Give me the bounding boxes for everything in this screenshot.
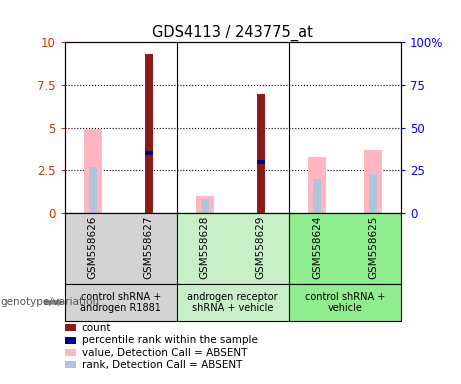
- Text: genotype/variation: genotype/variation: [0, 297, 100, 308]
- Bar: [289, 284, 401, 321]
- Text: GSM558624: GSM558624: [312, 216, 322, 279]
- Text: rank, Detection Call = ABSENT: rank, Detection Call = ABSENT: [82, 360, 242, 370]
- Bar: [289, 213, 401, 284]
- Text: count: count: [82, 323, 111, 333]
- Text: GSM558628: GSM558628: [200, 216, 210, 279]
- Bar: [369, 174, 377, 213]
- Text: percentile rank within the sample: percentile rank within the sample: [82, 335, 258, 345]
- Bar: [83, 129, 101, 213]
- Text: GSM558625: GSM558625: [368, 216, 378, 279]
- Text: androgen receptor
shRNA + vehicle: androgen receptor shRNA + vehicle: [188, 291, 278, 313]
- Bar: [364, 150, 382, 213]
- Text: control shRNA +
vehicle: control shRNA + vehicle: [305, 291, 385, 313]
- Text: control shRNA +
androgen R1881: control shRNA + androgen R1881: [80, 291, 161, 313]
- Bar: [257, 164, 265, 213]
- Bar: [177, 284, 289, 321]
- Bar: [145, 54, 153, 213]
- Bar: [257, 94, 265, 213]
- Text: value, Detection Call = ABSENT: value, Detection Call = ABSENT: [82, 348, 247, 358]
- Text: GSM558629: GSM558629: [256, 216, 266, 279]
- Bar: [89, 167, 96, 213]
- Bar: [196, 196, 214, 213]
- Bar: [201, 199, 209, 213]
- Text: GSM558626: GSM558626: [88, 216, 98, 279]
- Bar: [177, 213, 289, 284]
- Bar: [308, 157, 326, 213]
- Bar: [313, 179, 321, 213]
- Title: GDS4113 / 243775_at: GDS4113 / 243775_at: [153, 25, 313, 41]
- Bar: [65, 213, 177, 284]
- Text: GSM558627: GSM558627: [144, 216, 154, 279]
- Bar: [145, 151, 153, 155]
- Bar: [65, 284, 177, 321]
- Bar: [257, 160, 265, 164]
